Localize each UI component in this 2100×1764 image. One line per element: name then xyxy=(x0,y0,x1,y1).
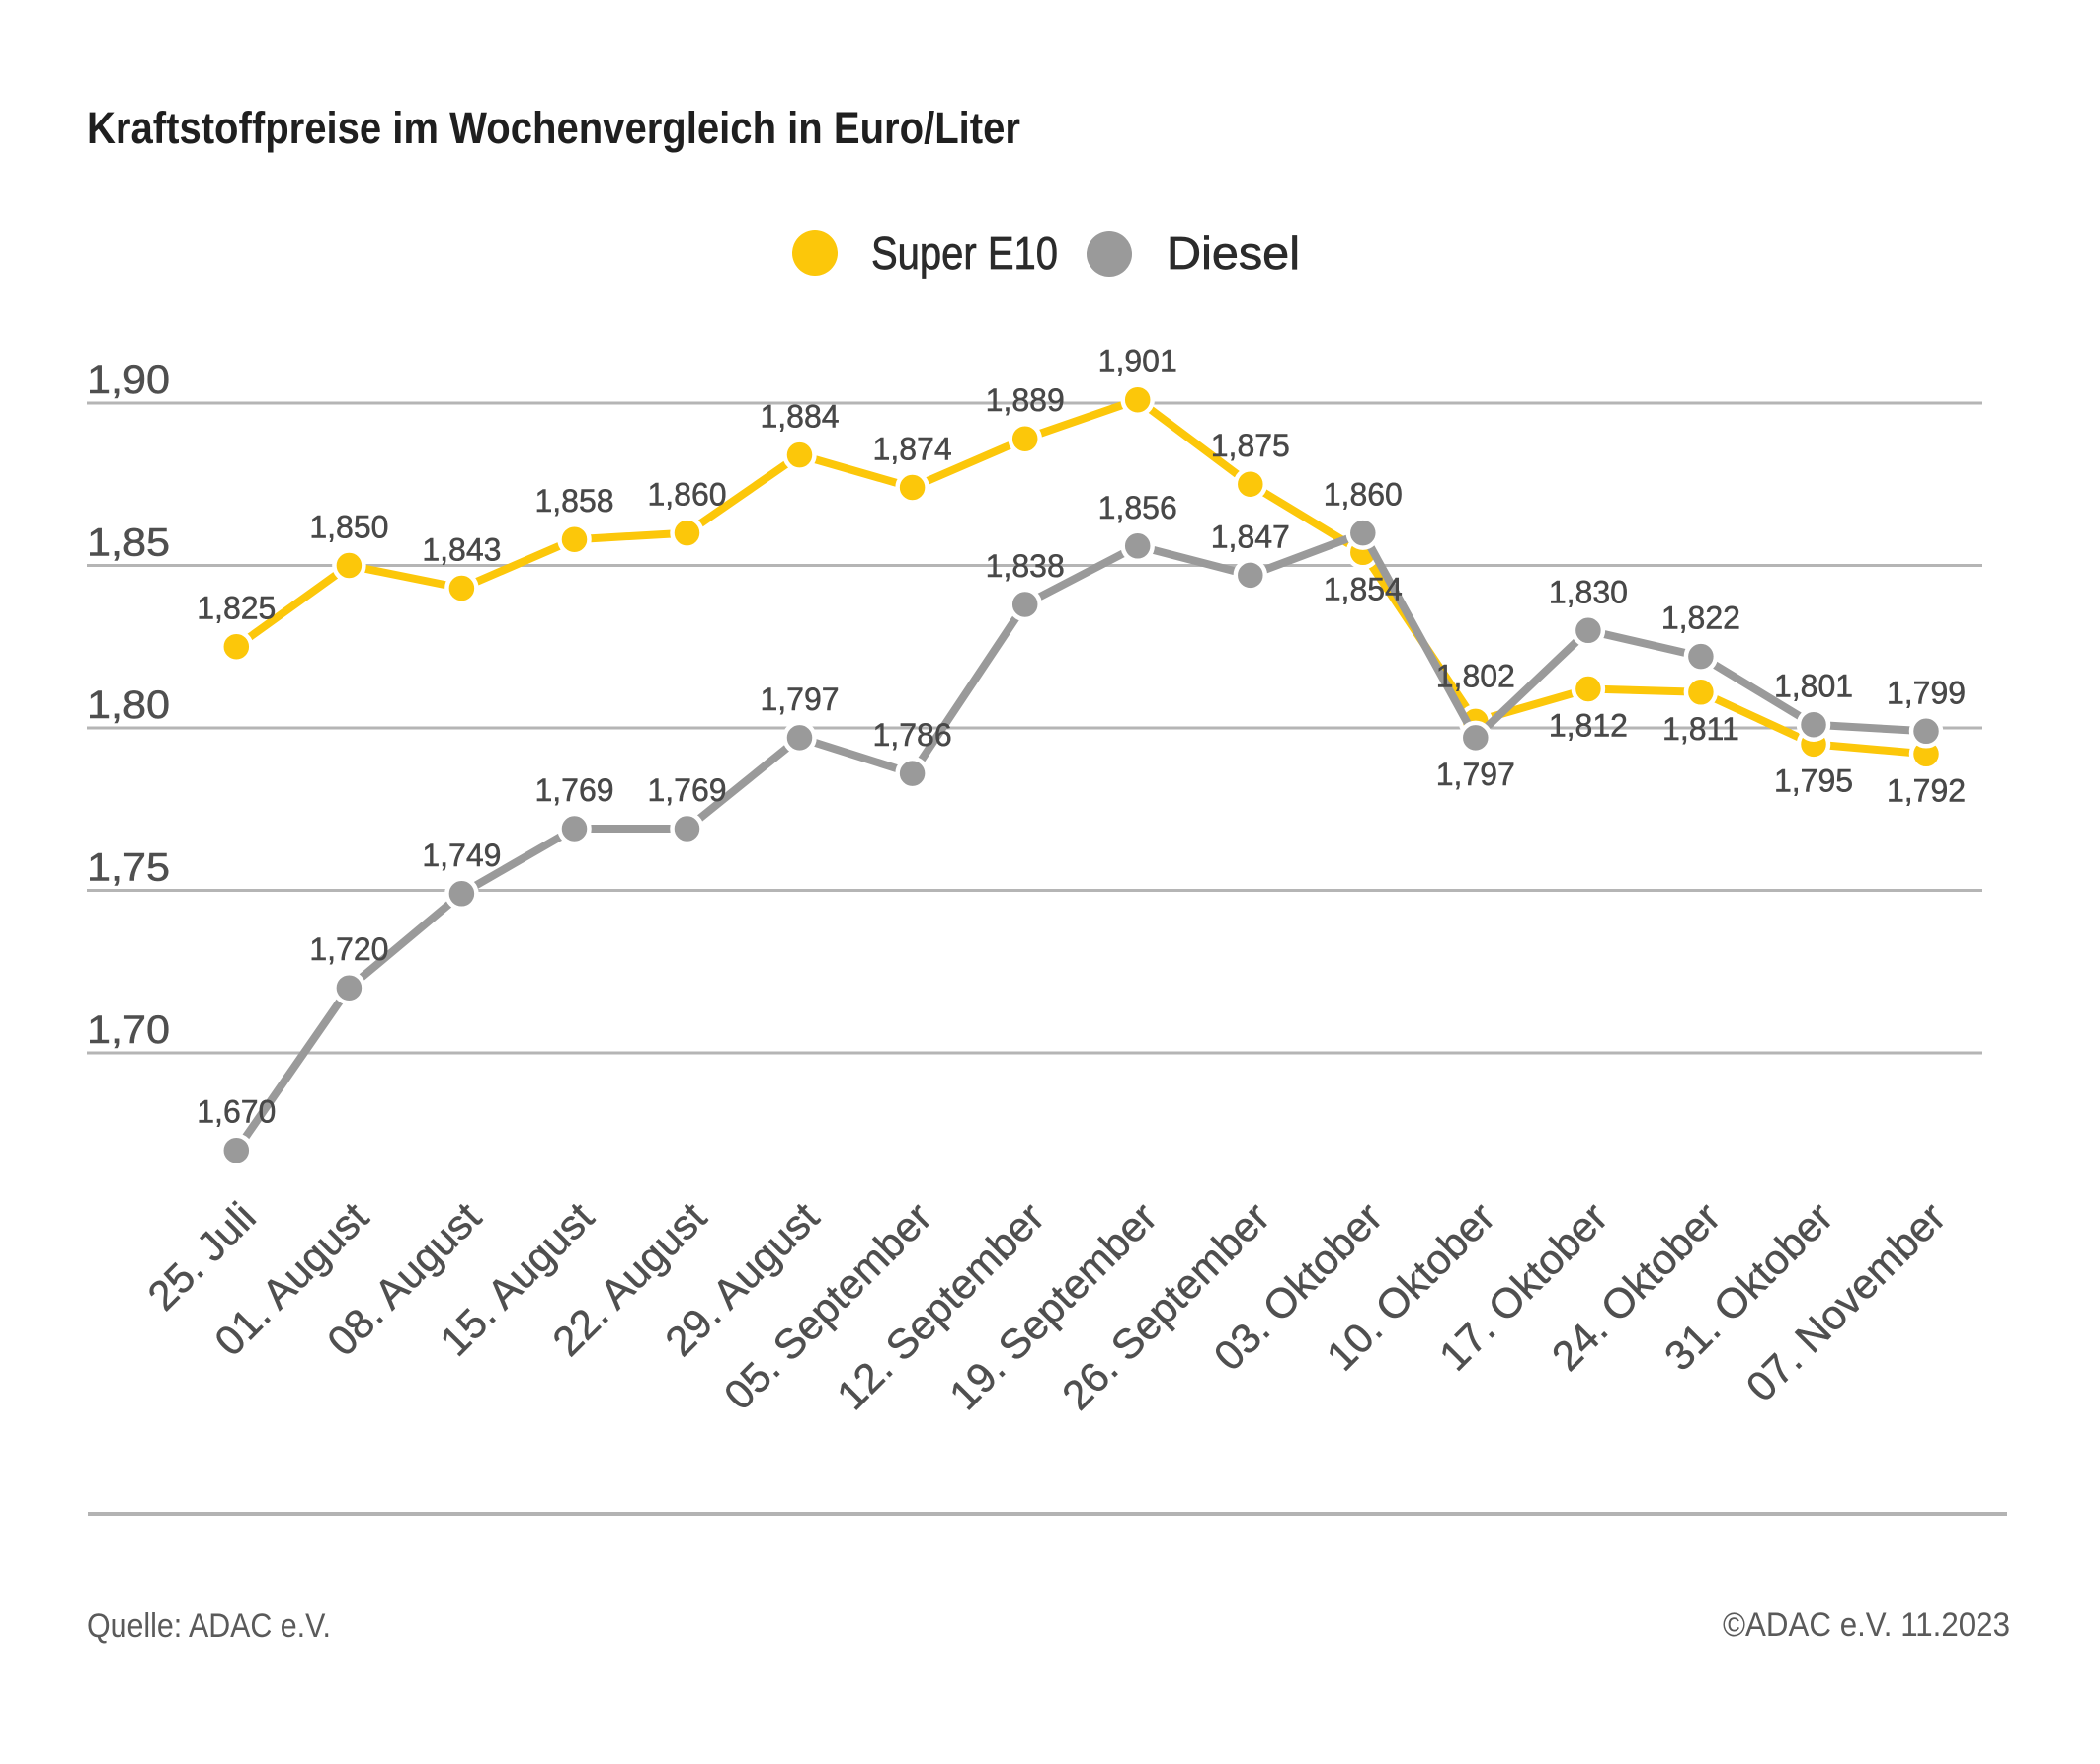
svg-text:1,856: 1,856 xyxy=(1098,490,1177,525)
svg-text:1,769: 1,769 xyxy=(534,772,613,808)
svg-text:1,795: 1,795 xyxy=(1774,762,1853,798)
svg-text:©ADAC e.V. 11.2023: ©ADAC e.V. 11.2023 xyxy=(1723,1606,2010,1644)
svg-text:1,858: 1,858 xyxy=(534,483,613,519)
svg-text:1,75: 1,75 xyxy=(87,846,170,890)
svg-text:1,670: 1,670 xyxy=(197,1094,276,1130)
svg-text:1,769: 1,769 xyxy=(647,772,726,808)
svg-text:1,797: 1,797 xyxy=(760,682,839,717)
svg-text:1,792: 1,792 xyxy=(1887,772,1966,808)
svg-text:1,860: 1,860 xyxy=(1324,477,1403,513)
svg-text:1,889: 1,889 xyxy=(986,382,1065,418)
svg-text:1,85: 1,85 xyxy=(87,521,170,565)
svg-text:Super E10: Super E10 xyxy=(871,227,1058,279)
svg-text:1,797: 1,797 xyxy=(1436,757,1515,792)
svg-text:1,822: 1,822 xyxy=(1661,601,1740,636)
svg-text:1,811: 1,811 xyxy=(1662,711,1739,747)
svg-text:1,801: 1,801 xyxy=(1774,669,1853,704)
svg-text:1,874: 1,874 xyxy=(873,432,952,467)
svg-text:1,812: 1,812 xyxy=(1549,708,1628,744)
svg-text:1,850: 1,850 xyxy=(309,510,388,545)
svg-text:1,786: 1,786 xyxy=(873,717,952,753)
svg-text:1,847: 1,847 xyxy=(1211,519,1290,554)
svg-text:1,720: 1,720 xyxy=(309,931,388,967)
svg-text:Kraftstoffpreise im Wochenverg: Kraftstoffpreise im Wochenvergleich in E… xyxy=(87,103,1020,153)
svg-text:1,860: 1,860 xyxy=(647,477,726,513)
svg-text:1,901: 1,901 xyxy=(1098,344,1177,379)
svg-text:Diesel: Diesel xyxy=(1167,227,1300,279)
svg-text:1,854: 1,854 xyxy=(1324,571,1403,606)
svg-text:1,830: 1,830 xyxy=(1549,574,1628,609)
svg-text:07. November: 07. November xyxy=(1737,1193,1955,1410)
svg-text:1,884: 1,884 xyxy=(760,399,839,435)
svg-text:1,825: 1,825 xyxy=(197,591,276,626)
svg-text:1,802: 1,802 xyxy=(1436,658,1515,693)
svg-text:1,843: 1,843 xyxy=(422,532,501,568)
svg-text:1,749: 1,749 xyxy=(422,838,501,873)
svg-text:1,70: 1,70 xyxy=(87,1008,170,1052)
svg-text:1,80: 1,80 xyxy=(87,683,170,727)
svg-text:1,90: 1,90 xyxy=(87,359,170,402)
svg-text:1,838: 1,838 xyxy=(986,548,1065,584)
svg-text:1,875: 1,875 xyxy=(1211,428,1290,463)
svg-text:1,799: 1,799 xyxy=(1887,675,1966,710)
svg-text:Quelle: ADAC e.V.: Quelle: ADAC e.V. xyxy=(87,1607,331,1644)
